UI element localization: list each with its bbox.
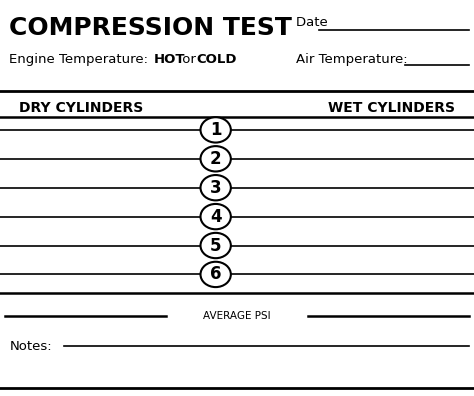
Text: Notes:: Notes: [9,340,52,352]
Circle shape [201,204,231,229]
Circle shape [201,204,231,229]
Circle shape [201,262,231,287]
Circle shape [201,146,231,171]
Text: COLD: COLD [197,53,237,67]
Text: Air Temperature:: Air Temperature: [296,53,412,67]
Text: 2: 2 [210,150,221,168]
Text: DRY CYLINDERS: DRY CYLINDERS [19,101,143,115]
Text: 5: 5 [210,236,221,255]
Circle shape [201,175,231,200]
Text: WET CYLINDERS: WET CYLINDERS [328,101,455,115]
Text: AVERAGE PSI: AVERAGE PSI [203,311,271,322]
Text: Date: Date [296,16,332,29]
Circle shape [201,262,231,287]
Text: 1: 1 [210,121,221,139]
Text: 3: 3 [210,179,221,197]
Circle shape [201,233,231,258]
Text: 4: 4 [210,208,221,226]
Text: 6: 6 [210,265,221,284]
Text: HOT: HOT [154,53,185,67]
Circle shape [201,117,231,143]
Text: or: or [178,53,200,67]
Circle shape [201,233,231,258]
Text: COMPRESSION TEST: COMPRESSION TEST [9,16,292,40]
Text: Engine Temperature:: Engine Temperature: [9,53,153,67]
Circle shape [201,175,231,200]
Circle shape [201,117,231,143]
Circle shape [201,146,231,171]
